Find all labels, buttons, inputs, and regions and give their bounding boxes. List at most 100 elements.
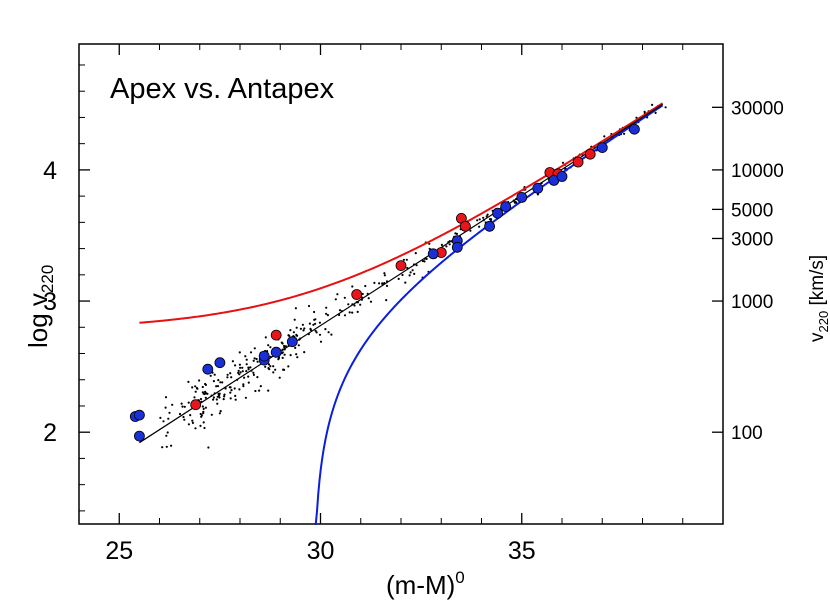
blue-point <box>270 346 282 358</box>
field-point <box>252 373 255 376</box>
field-point <box>314 322 317 325</box>
field-point <box>218 396 221 399</box>
field-point <box>635 116 638 119</box>
field-point <box>198 379 201 382</box>
field-point <box>308 322 311 325</box>
field-point <box>194 390 197 393</box>
red-point <box>459 220 471 232</box>
field-point <box>455 232 458 235</box>
field-point <box>313 310 316 314</box>
y2-axis-label-unit: [km/s] <box>807 255 828 311</box>
blue-point <box>492 207 504 219</box>
field-point <box>193 396 196 399</box>
field-point <box>405 258 408 261</box>
red-point <box>351 289 363 300</box>
field-point <box>269 365 272 368</box>
field-point <box>242 383 245 386</box>
field-point <box>247 368 250 371</box>
field-point <box>247 381 250 384</box>
field-point <box>238 363 241 366</box>
model-curves <box>139 102 664 525</box>
field-point <box>237 369 240 372</box>
field-point <box>183 418 186 421</box>
red-point <box>190 399 202 411</box>
field-point <box>411 269 414 272</box>
field-point <box>408 274 411 277</box>
field-point <box>243 376 246 379</box>
field-point <box>187 423 190 426</box>
field-point <box>202 412 205 415</box>
field-point <box>383 274 386 277</box>
field-point <box>196 387 199 390</box>
field-point <box>318 321 321 324</box>
field-point <box>343 314 347 317</box>
field-point <box>222 398 225 401</box>
field-point <box>234 364 237 367</box>
field-point <box>244 396 247 399</box>
field-point <box>249 351 253 354</box>
field-point <box>364 284 367 288</box>
field-point <box>283 353 286 356</box>
field-point <box>428 242 431 245</box>
field-point <box>312 323 315 326</box>
blue-point <box>258 350 270 362</box>
field-point <box>651 103 654 106</box>
field-point <box>191 419 194 422</box>
field-point <box>277 357 280 360</box>
field-point <box>284 345 287 348</box>
field-point <box>440 243 443 246</box>
field-point <box>356 310 359 313</box>
field-point <box>351 285 354 288</box>
field-point <box>415 264 418 267</box>
field-point <box>294 346 297 349</box>
field-point <box>203 426 206 430</box>
x-tick-label: 25 <box>105 537 133 565</box>
field-point <box>239 371 242 374</box>
field-point <box>213 373 216 376</box>
field-point <box>201 405 204 408</box>
field-point <box>413 272 416 275</box>
y2-axis-label: v220 [km/s] <box>807 255 830 342</box>
field-point <box>234 398 237 401</box>
y-axis-label: log v220 <box>23 265 57 348</box>
field-point <box>216 395 219 398</box>
field-point <box>199 412 202 416</box>
field-point <box>272 371 275 374</box>
x-axis-label: (m-M)0 <box>386 568 465 600</box>
field-point <box>314 318 317 321</box>
field-point <box>478 225 481 228</box>
field-point <box>347 303 350 306</box>
field-point <box>202 421 205 424</box>
x-axis-label-sup: 0 <box>455 568 464 587</box>
field-point <box>183 405 186 408</box>
field-point <box>219 381 222 384</box>
field-point <box>204 382 207 386</box>
field-point <box>210 413 213 416</box>
data-markers <box>129 123 640 442</box>
field-point <box>283 368 286 371</box>
field-point <box>241 366 244 369</box>
field-point <box>204 391 207 395</box>
field-point <box>170 444 173 447</box>
field-point <box>207 446 210 449</box>
field-point <box>253 357 256 360</box>
field-point <box>194 385 197 388</box>
field-point <box>490 218 493 221</box>
blue-point <box>286 336 298 348</box>
field-point <box>238 388 241 391</box>
field-point <box>187 401 190 404</box>
field-point <box>244 355 247 358</box>
field-point <box>212 398 215 401</box>
y2-axis-label-text: v <box>807 332 828 342</box>
field-point <box>296 356 299 359</box>
field-point <box>162 420 165 423</box>
field-point <box>383 272 386 275</box>
field-point <box>223 393 226 396</box>
field-point <box>292 331 295 334</box>
y2-tick-label: 100 <box>731 423 763 444</box>
field-point <box>267 367 270 370</box>
field-point <box>239 366 242 369</box>
field-point <box>478 218 481 221</box>
field-point <box>259 385 262 388</box>
x-tick-label: 30 <box>307 537 335 565</box>
